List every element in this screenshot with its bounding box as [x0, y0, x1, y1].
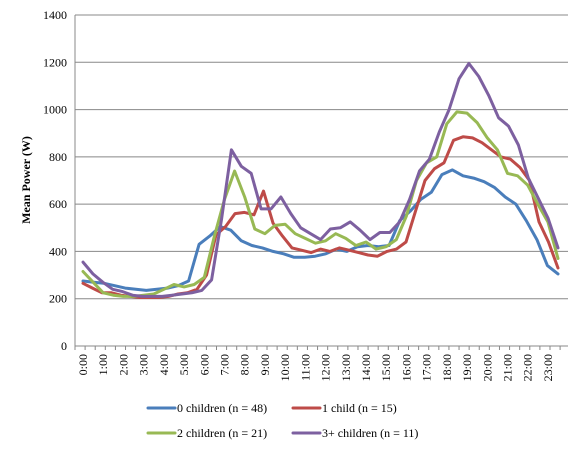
x-tick-label: 21:00: [500, 354, 514, 381]
series-lines: [81, 62, 560, 299]
x-tick-label: 16:00: [399, 354, 413, 381]
x-tick-label: 12:00: [319, 354, 333, 381]
y-tick-label: 200: [49, 292, 67, 306]
legend-item: 0 children (n = 48): [146, 401, 267, 415]
axes: [74, 15, 568, 350]
y-tick-label: 1200: [43, 55, 67, 69]
x-tick-label: 6:00: [197, 354, 211, 375]
y-tick-label: 1400: [43, 8, 67, 22]
series-line-4: [81, 62, 560, 298]
x-tick-label: 3:00: [137, 354, 151, 375]
tick-labels: 0 200 400 600 800 1000 1200 1400 0:00 1:00 2:00 3:0…: [43, 8, 555, 381]
x-tick-label: 18:00: [440, 354, 454, 381]
x-tick-label: 14:00: [359, 354, 373, 381]
x-tick-label: 1:00: [96, 354, 110, 375]
x-tick-label: 4:00: [157, 354, 171, 375]
legend-label: 3+ children (n = 11): [322, 426, 418, 440]
y-axis-title: Mean Power (W): [19, 136, 33, 224]
x-tick-label: 22:00: [521, 354, 535, 381]
x-tick-label: 2:00: [116, 354, 130, 375]
legend: 0 children (n = 48) 1 child (n = 15) 2 chi…: [146, 401, 418, 440]
x-tick-label: 5:00: [177, 354, 191, 375]
x-tick-label: 15:00: [379, 354, 393, 381]
x-tick-label: 17:00: [420, 354, 434, 381]
legend-item: 2 children (n = 21): [146, 426, 267, 440]
x-tick-label: 7:00: [217, 354, 231, 375]
x-tick-label: 11:00: [298, 354, 312, 381]
x-tick-label: 13:00: [339, 354, 353, 381]
legend-label: 1 child (n = 15): [322, 401, 397, 415]
legend-item: 1 child (n = 15): [291, 401, 397, 415]
y-tick-label: 400: [49, 244, 67, 258]
x-tick-label: 23:00: [541, 354, 555, 381]
series-line-1: [81, 168, 560, 292]
x-tick-label: 0:00: [76, 354, 90, 375]
legend-label: 0 children (n = 48): [177, 401, 267, 415]
x-tick-label: 19:00: [460, 354, 474, 381]
gridlines: [75, 14, 568, 300]
x-tick-label: 20:00: [480, 354, 494, 381]
series-line-2: [81, 135, 560, 299]
x-tick-label: 10:00: [278, 354, 292, 381]
x-tick-label: 9:00: [258, 354, 272, 375]
legend-item: 3+ children (n = 11): [291, 426, 418, 440]
y-tick-label: 800: [49, 150, 67, 164]
legend-label: 2 children (n = 21): [177, 426, 267, 440]
y-tick-label: 600: [49, 197, 67, 211]
x-tick-label: 8:00: [238, 354, 252, 375]
y-tick-label: 1000: [43, 103, 67, 117]
series-line-3: [81, 110, 560, 298]
y-tick-label: 0: [61, 339, 67, 353]
